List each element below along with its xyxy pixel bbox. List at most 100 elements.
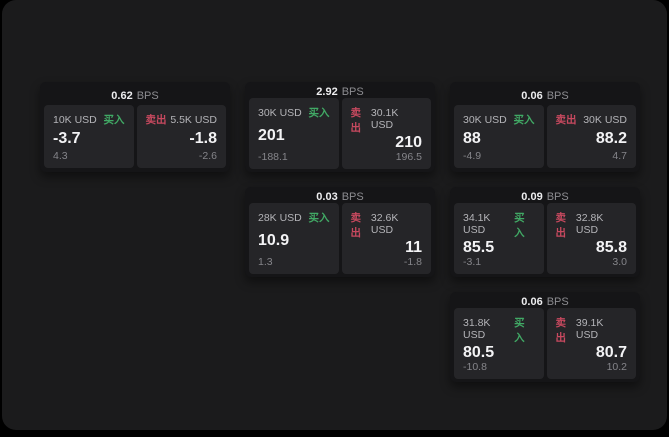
sell-amount: 32.6K USD (370, 212, 399, 236)
sell-price-tile[interactable]: 卖出 32.6K USD 11 -1.8 (341, 203, 431, 274)
sell-tile-top: 卖出 32.8K USD (556, 210, 628, 240)
buy-price: 80.5 (463, 344, 495, 361)
buy-side-label: 买入 (308, 107, 330, 119)
buy-price-tile[interactable]: 10K USD 买入 -3.7 4.3 (44, 105, 134, 168)
sell-amount: 32.8K USD (575, 212, 604, 236)
buy-sub-value: -10.8 (463, 361, 487, 373)
sell-tile-top: 卖出 39.1K USD (556, 315, 628, 345)
sell-price: 85.8 (595, 239, 627, 256)
quote-card-1: 0.62 BPS 10K USD 买入 -3.7 4.3 卖出 5.5K USD (40, 82, 230, 172)
sell-side-label: 卖出 (145, 114, 167, 126)
sell-side-label: 卖出 (555, 114, 577, 126)
buy-price-tile[interactable]: 31.8K USD 买入 80.5 -10.8 (454, 308, 544, 379)
buy-sub-value: 4.3 (53, 150, 68, 162)
buy-sub-value: -4.9 (463, 150, 482, 162)
buy-price-tile[interactable]: 34.1K USD 买入 85.5 -3.1 (454, 203, 544, 274)
buy-price: -3.7 (53, 129, 81, 147)
buy-side-label: 买入 (513, 114, 535, 126)
sell-tile-top: 卖出 5.5K USD (146, 112, 218, 127)
buy-price-tile[interactable]: 30K USD 买入 88 -4.9 (454, 105, 544, 168)
sell-price: 11 (405, 239, 422, 256)
sell-price: -1.8 (189, 129, 217, 147)
sell-price: 210 (395, 134, 422, 151)
buy-amount: 30K USD (463, 114, 507, 126)
buy-amount: 30K USD (258, 107, 302, 119)
sell-tile-top: 卖出 32.6K USD (351, 210, 423, 240)
quote-card-3: 0.06 BPS 30K USD 买入 88 -4.9 卖出 30K USD (450, 82, 640, 172)
bps-unit-label: BPS (546, 191, 569, 203)
card-header: 2.92 BPS (249, 86, 431, 98)
sell-amount: 5.5K USD (170, 114, 217, 126)
buy-tile-top: 30K USD 买入 (258, 105, 330, 120)
buy-sub-value: 1.3 (258, 256, 273, 268)
buy-sub-value: -188.1 (258, 151, 288, 163)
sell-amount: 30K USD (583, 114, 627, 126)
sell-price: 80.7 (595, 344, 627, 361)
buy-price-tile[interactable]: 28K USD 买入 10.9 1.3 (249, 203, 339, 274)
sell-sub-value: 4.7 (612, 150, 627, 162)
buy-tile-top: 28K USD 买入 (258, 210, 330, 225)
quote-card-6: 0.06 BPS 31.8K USD 买入 80.5 -10.8 卖出 39.1… (450, 292, 640, 382)
buy-side-label: 买入 (514, 212, 525, 239)
quote-card-2: 2.92 BPS 30K USD 买入 201 -188.1 卖出 30.1K … (245, 82, 435, 172)
buy-tile-top: 30K USD 买入 (463, 112, 535, 127)
card-header: 0.03 BPS (249, 191, 431, 203)
sell-side-label: 卖出 (350, 212, 362, 239)
quote-card-4: 0.03 BPS 28K USD 买入 10.9 1.3 卖出 32.6K US… (245, 187, 435, 277)
bps-unit-label: BPS (546, 296, 569, 308)
bps-value: 0.62 (111, 89, 133, 102)
bps-value: 0.06 (521, 296, 543, 308)
sell-amount: 39.1K USD (575, 317, 604, 341)
bps-unit-label: BPS (341, 86, 364, 98)
card-header: 0.06 BPS (454, 86, 636, 105)
sell-price-tile[interactable]: 卖出 32.8K USD 85.8 3.0 (546, 203, 636, 274)
sell-price-tile[interactable]: 卖出 5.5K USD -1.8 -2.6 (136, 105, 226, 168)
sell-sub-value: 3.0 (612, 256, 627, 268)
quote-cards-grid: 0.62 BPS 10K USD 买入 -3.7 4.3 卖出 5.5K USD (40, 82, 640, 382)
sell-sub-value: -2.6 (198, 150, 217, 162)
bps-value: 0.09 (521, 191, 543, 203)
card-header: 0.62 BPS (44, 86, 226, 105)
buy-price: 88 (463, 129, 481, 147)
sell-price: 88.2 (595, 129, 627, 147)
buy-amount: 31.8K USD (463, 317, 491, 341)
buy-tile-top: 34.1K USD 买入 (463, 210, 535, 240)
sell-side-label: 卖出 (555, 317, 567, 344)
buy-side-label: 买入 (514, 317, 525, 344)
bps-value: 0.03 (316, 191, 338, 203)
bps-unit-label: BPS (546, 89, 569, 102)
buy-price-tile[interactable]: 30K USD 买入 201 -188.1 (249, 98, 339, 169)
sell-sub-value: 10.2 (606, 361, 627, 373)
quote-card-5: 0.09 BPS 34.1K USD 买入 85.5 -3.1 卖出 32.8K… (450, 187, 640, 277)
buy-tile-top: 31.8K USD 买入 (463, 315, 535, 345)
buy-amount: 34.1K USD (463, 212, 491, 236)
app-window: 0.62 BPS 10K USD 买入 -3.7 4.3 卖出 5.5K USD (2, 0, 667, 430)
buy-sub-value: -3.1 (463, 256, 482, 268)
card-header: 0.09 BPS (454, 191, 636, 203)
buy-side-label: 买入 (103, 114, 125, 126)
buy-price: 85.5 (463, 239, 495, 256)
sell-sub-value: 196.5 (395, 151, 422, 163)
buy-tile-top: 10K USD 买入 (53, 112, 125, 127)
bps-unit-label: BPS (341, 191, 364, 203)
bps-unit-label: BPS (136, 89, 159, 102)
bps-value: 2.92 (316, 86, 338, 98)
buy-side-label: 买入 (308, 212, 330, 224)
price-tiles: 10K USD 买入 -3.7 4.3 卖出 5.5K USD -1.8 -2.… (44, 105, 226, 168)
sell-price-tile[interactable]: 卖出 30.1K USD 210 196.5 (341, 98, 431, 169)
buy-price: 201 (258, 126, 285, 144)
sell-tile-top: 卖出 30.1K USD (351, 105, 423, 135)
price-tiles: 30K USD 买入 88 -4.9 卖出 30K USD 88.2 4.7 (454, 105, 636, 168)
sell-price-tile[interactable]: 卖出 39.1K USD 80.7 10.2 (546, 308, 636, 379)
price-tiles: 28K USD 买入 10.9 1.3 卖出 32.6K USD 11 -1.8 (249, 203, 431, 274)
sell-price-tile[interactable]: 卖出 30K USD 88.2 4.7 (546, 105, 636, 168)
bps-value: 0.06 (521, 89, 543, 102)
sell-amount: 30.1K USD (370, 107, 399, 131)
price-tiles: 34.1K USD 买入 85.5 -3.1 卖出 32.8K USD 85.8… (454, 203, 636, 274)
sell-side-label: 卖出 (350, 107, 362, 134)
sell-sub-value: -1.8 (403, 256, 422, 268)
buy-amount: 10K USD (53, 114, 97, 126)
card-header: 0.06 BPS (454, 296, 636, 308)
sell-tile-top: 卖出 30K USD (556, 112, 628, 127)
price-tiles: 30K USD 买入 201 -188.1 卖出 30.1K USD 210 1… (249, 98, 431, 169)
